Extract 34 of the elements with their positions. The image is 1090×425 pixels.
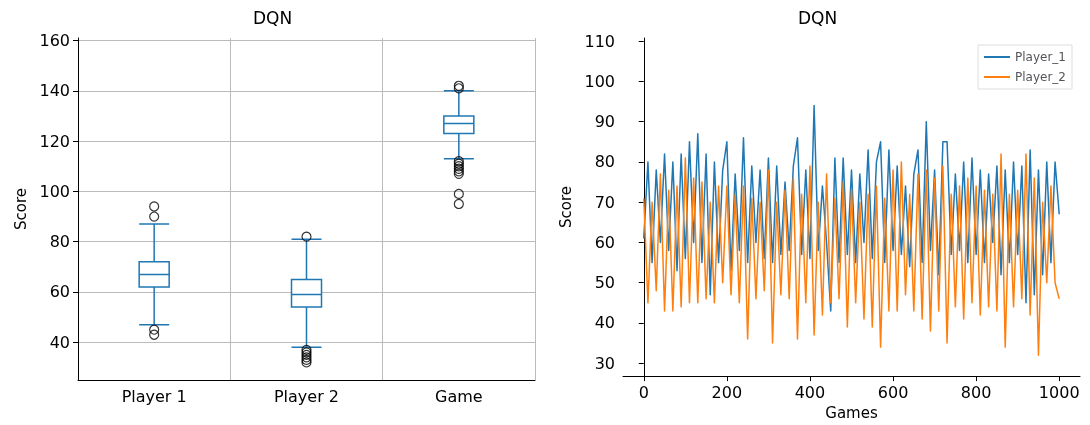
y-tick-label: 80 [594,152,615,172]
x-axis-title: Games [825,403,878,422]
chart-title: DQN [797,7,838,28]
legend-label: Player_1 [1015,50,1067,64]
y-tick-label: 60 [594,232,615,252]
y-tick-label: 100 [584,71,615,91]
y-tick-label: 60 [49,282,70,302]
x-tick-label: Player 1 [121,386,187,406]
line-series [643,104,1060,312]
y-tick-label: 120 [39,131,70,151]
y-tick-label: 100 [39,181,70,201]
legend-label: Player_2 [1015,70,1067,84]
y-tick-label: 50 [594,273,615,293]
y-axis-title: Score [557,186,576,229]
x-tick-label: 600 [877,382,909,402]
x-tick-label: Game [435,386,483,406]
line-series [643,153,1060,356]
y-tick-label: 70 [594,192,615,212]
x-tick-label: 200 [711,382,743,402]
x-tick-label: 1000 [1038,382,1080,402]
y-tick-label: 110 [584,31,615,51]
y-tick-label: 160 [39,31,70,51]
x-tick-label: 0 [638,382,649,402]
y-tick-label: 40 [49,332,70,352]
y-tick-label: 80 [49,232,70,252]
x-tick-label: 400 [794,382,826,402]
y-tick-label: 40 [594,313,615,333]
x-tick-label: 800 [960,382,992,402]
x-tick-label: Player 2 [273,386,340,406]
y-tick-label: 30 [594,353,615,373]
y-tick-label: 90 [594,112,615,132]
y-axis-title: Score [12,187,31,231]
chart-title: DQN [252,7,293,28]
y-tick-label: 140 [39,81,70,101]
